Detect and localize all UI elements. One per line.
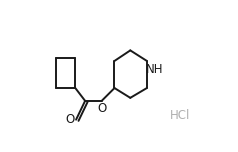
Text: O: O <box>65 113 75 126</box>
Text: NH: NH <box>146 63 163 76</box>
Text: O: O <box>97 102 106 115</box>
Text: HCl: HCl <box>170 109 190 122</box>
